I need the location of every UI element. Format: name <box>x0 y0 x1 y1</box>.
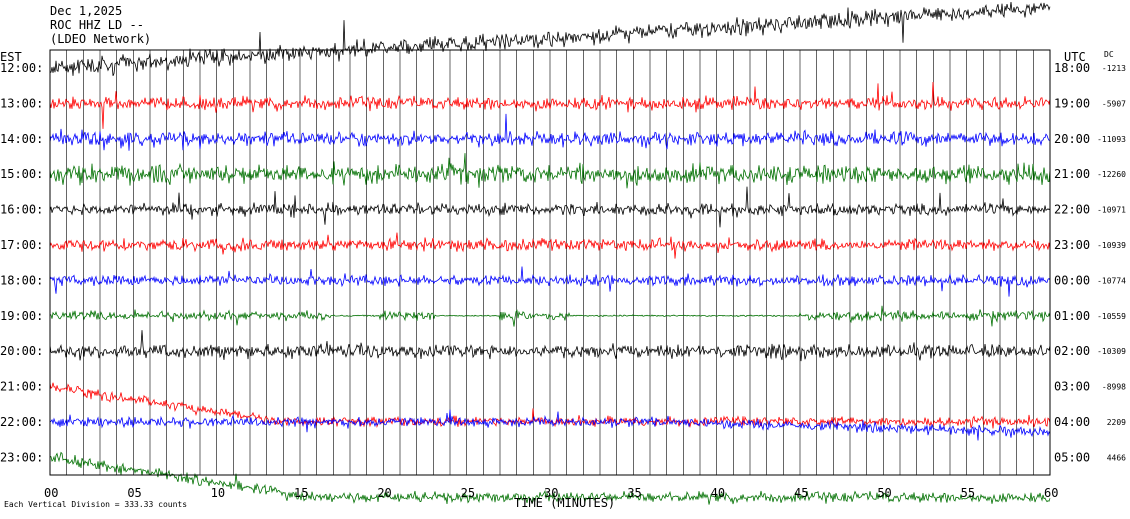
vertical-division-note: Each Vertical Division = 333.33 counts <box>4 500 188 509</box>
trace-line <box>49 266 1051 297</box>
utc-hour-label: 04:00 <box>1054 415 1090 429</box>
plot-frame <box>49 49 1051 476</box>
x-tick-label: 60 <box>1044 486 1058 500</box>
dc-offset-label: -5907 <box>1102 99 1126 108</box>
utc-hour-label: 23:00 <box>1054 238 1090 252</box>
utc-hour-label: 21:00 <box>1054 167 1090 181</box>
est-hour-label: 15:00: <box>0 167 43 181</box>
est-hour-label: 14:00: <box>0 132 43 146</box>
dc-offset-labels: -1213 -5907 -11093 -12260 -10971 -10939 -10774… <box>1097 64 1126 462</box>
est-hour-label: 20:00: <box>0 344 43 358</box>
dc-offset-label: -11093 <box>1097 135 1126 144</box>
dc-offset-label: -10309 <box>1097 347 1126 356</box>
utc-hour-label: 18:00 <box>1054 61 1090 75</box>
dc-offset-label: -10971 <box>1097 206 1126 215</box>
trace-line <box>49 186 1051 228</box>
x-tick-label: 20 <box>377 486 391 500</box>
trace-line <box>49 330 1051 362</box>
x-tick-label: 10 <box>211 486 225 500</box>
trace-line <box>49 153 1051 189</box>
trace-line <box>49 232 1051 259</box>
utc-hour-label: 05:00 <box>1054 450 1090 464</box>
network-label: (LDEO Network) <box>50 32 152 46</box>
dc-header: DC <box>1104 50 1114 59</box>
station-label: ROC HHZ LD -- <box>50 18 144 32</box>
trace-line <box>49 451 1051 505</box>
x-tick-label: 55 <box>961 486 975 500</box>
utc-hour-label: 00:00 <box>1054 273 1090 287</box>
est-hour-labels: 12:00: 13:00: 14:00: 15:00: 16:00: 17:00: 18:0… <box>0 61 43 464</box>
est-hour-label: 23:00: <box>0 450 43 464</box>
dc-offset-label: -1213 <box>1102 64 1126 73</box>
x-tick-label: 30 <box>544 486 558 500</box>
x-tick-label: 25 <box>461 486 475 500</box>
est-hour-label: 16:00: <box>0 203 43 217</box>
x-tick-label: 40 <box>711 486 725 500</box>
utc-hour-label: 01:00 <box>1054 309 1090 323</box>
dc-offset-label: 4466 <box>1107 453 1126 462</box>
trace-line <box>49 2 1051 76</box>
utc-hour-labels: 18:00 19:00 20:00 21:00 22:00 23:00 00:00 01:00… <box>1054 61 1090 464</box>
x-tick-label: 35 <box>627 486 641 500</box>
est-hour-label: 17:00: <box>0 238 43 252</box>
dc-offset-label: -12260 <box>1097 170 1126 179</box>
utc-hour-label: 19:00 <box>1054 96 1090 110</box>
est-hour-label: 21:00: <box>0 380 43 394</box>
trace-line <box>49 409 1051 441</box>
trace-line <box>49 305 1051 327</box>
est-hour-label: 18:00: <box>0 273 43 287</box>
dc-offset-label: -10774 <box>1097 276 1126 285</box>
seismic-traces <box>49 2 1051 505</box>
est-hour-label: 13:00: <box>0 96 43 110</box>
dc-offset-label: -8998 <box>1102 383 1126 392</box>
dc-offset-label: -10939 <box>1097 241 1126 250</box>
utc-hour-label: 22:00 <box>1054 203 1090 217</box>
dc-offset-label: -10559 <box>1097 312 1126 321</box>
trace-line <box>49 81 1051 129</box>
est-hour-label: 22:00: <box>0 415 43 429</box>
trace-line <box>49 113 1051 151</box>
x-tick-labels: 00 05 10 15 20 25 30 35 40 45 50 55 60 <box>44 486 1058 500</box>
est-hour-label: 19:00: <box>0 309 43 323</box>
x-tick-label: 05 <box>127 486 141 500</box>
minute-grid <box>49 50 1051 475</box>
utc-hour-label: 02:00 <box>1054 344 1090 358</box>
x-tick-label: 50 <box>877 486 891 500</box>
x-tick-label: 15 <box>294 486 308 500</box>
x-axis-label: TIME (MINUTES) <box>514 496 615 510</box>
x-tick-label: 45 <box>794 486 808 500</box>
y-label-est: EST <box>0 50 22 64</box>
date-label: Dec 1,2025 <box>50 4 123 18</box>
x-tick-label: 00 <box>44 486 58 500</box>
dc-offset-label: 2209 <box>1107 418 1126 427</box>
est-hour-label: 12:00: <box>0 61 43 75</box>
y-label-utc: UTC <box>1064 50 1086 64</box>
utc-hour-label: 20:00 <box>1054 132 1090 146</box>
utc-hour-label: 03:00 <box>1054 380 1090 394</box>
